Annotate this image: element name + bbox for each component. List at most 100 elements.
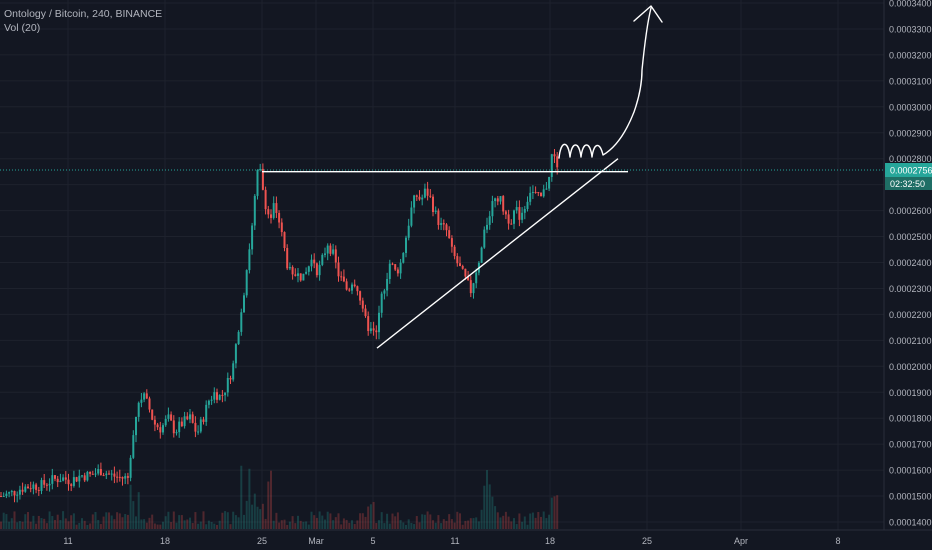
candle-body (0, 496, 2, 498)
candle-body (459, 263, 461, 266)
candle-body (334, 249, 337, 263)
volume-bar (477, 521, 480, 529)
symbol-title[interactable]: Ontology / Bitcoin, 240, BINANCE (4, 8, 163, 20)
candle-body (56, 478, 59, 483)
candle-body (423, 188, 426, 198)
volume-bar (499, 517, 502, 529)
volume-bar (388, 523, 391, 529)
volume-bar (426, 511, 429, 529)
volume-bar (167, 511, 170, 529)
volume-bar (280, 520, 283, 529)
volume-bar (415, 516, 418, 529)
candlesticks (0, 148, 559, 503)
volume-bar (178, 515, 181, 529)
volume-bar (194, 512, 197, 529)
candle-body (216, 392, 218, 400)
volume-bar (0, 521, 2, 529)
candle-body (280, 222, 283, 233)
volume-bar (391, 513, 394, 529)
candle-body (332, 249, 335, 254)
candle-body (469, 280, 472, 294)
volume-bar (367, 506, 370, 529)
candle-body (170, 414, 173, 421)
volume-bar (542, 511, 545, 529)
candle-body (494, 198, 497, 202)
volume-bar (386, 513, 389, 529)
volume-bar (132, 501, 135, 529)
candle-body (286, 248, 289, 269)
price-tick-label: 0.0002900 (889, 128, 932, 138)
candle-body (545, 188, 548, 190)
volume-bar (302, 521, 305, 529)
volume-bar (375, 523, 378, 529)
candle-body (542, 189, 545, 197)
candle-body (275, 203, 278, 213)
volume-bar (164, 516, 167, 529)
candle-body (13, 491, 16, 496)
volume-bar (361, 513, 364, 529)
volume-bar (40, 518, 43, 529)
candle-body (548, 176, 551, 189)
volume-bar (159, 524, 162, 529)
volume-bar (405, 524, 407, 529)
volume-bar (310, 511, 313, 529)
volume-bar (467, 520, 470, 529)
volume-bar (124, 514, 127, 529)
volume-bar (537, 512, 540, 529)
candle-body (113, 473, 116, 477)
candle-body (507, 214, 510, 224)
candle-body (270, 214, 272, 218)
price-axis[interactable]: 0.0003400 0.0003300 0.0003200 0.0003100 0.00… (889, 0, 932, 528)
volume-bar (189, 517, 191, 529)
candle-body (426, 188, 429, 196)
candle-body (32, 484, 35, 489)
candle-body (40, 480, 43, 491)
candle-body (229, 377, 232, 380)
volume-bar (418, 522, 421, 529)
candle-body (183, 416, 186, 427)
volume-bar (253, 493, 256, 529)
volume-bar (324, 519, 326, 529)
volume-bar (291, 516, 294, 529)
candle-body (496, 198, 499, 202)
candle-body (224, 392, 227, 396)
volume-bar (43, 518, 46, 529)
volume-bar (348, 522, 351, 529)
time-axis[interactable]: 11 18 25 Mar 5 11 18 25 Apr 8 (63, 536, 840, 546)
candle-body (207, 400, 210, 405)
candle-body (272, 203, 275, 218)
candle-body (162, 425, 164, 433)
candle-body (550, 154, 553, 177)
volume-bar (170, 522, 173, 529)
volume-bar (183, 520, 186, 529)
candle-body (156, 424, 159, 428)
volume-bar (529, 513, 532, 529)
candle-body (399, 262, 402, 274)
candle-body (197, 431, 200, 433)
volume-bar (437, 515, 440, 529)
volume-bar (8, 521, 11, 529)
volume-bar (305, 521, 308, 529)
volume-bar (151, 514, 154, 529)
volume-bar (307, 524, 310, 529)
volume-bar (461, 524, 464, 529)
candle-body (94, 473, 97, 475)
candle-body (359, 291, 362, 301)
time-tick-label: 18 (545, 536, 555, 546)
volume-bar (229, 524, 232, 529)
volume-bar (224, 511, 227, 529)
volume-bar (329, 513, 332, 529)
volume-bar (540, 516, 542, 529)
candle-body (145, 393, 148, 399)
candle-body (189, 414, 191, 420)
time-tick-label: 25 (642, 536, 652, 546)
candle-body (8, 492, 11, 494)
volume-indicator-label[interactable]: Vol (20) (4, 22, 41, 34)
candle-body (353, 284, 356, 287)
candle-body (21, 489, 24, 492)
volume-bar (483, 485, 486, 529)
candle-body (342, 276, 345, 282)
volume-bar (143, 519, 146, 529)
volume-bar (486, 470, 488, 529)
